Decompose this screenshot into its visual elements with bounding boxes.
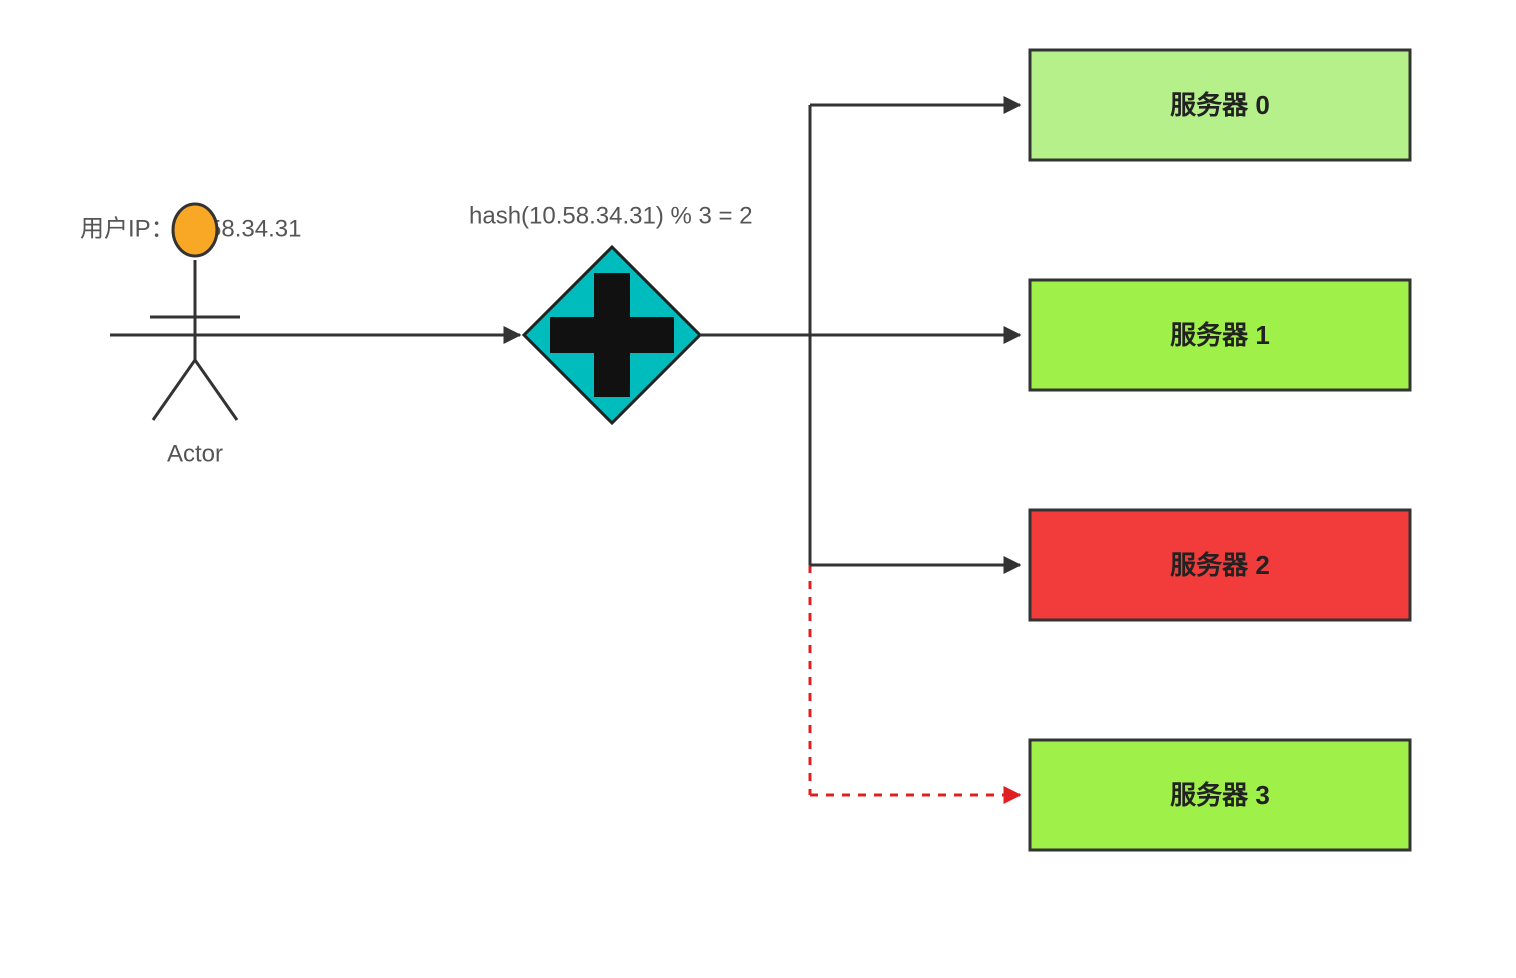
hash-expression-label: hash(10.58.34.31) % 3 = 2 — [469, 202, 753, 229]
actor-leg-right-icon — [195, 360, 237, 420]
gateway-plus-horz-icon — [550, 317, 674, 353]
server-node-0: 服务器 0 — [1030, 50, 1410, 160]
actor-label: Actor — [167, 440, 223, 467]
server-label-0: 服务器 0 — [1170, 90, 1270, 120]
server-node-3: 服务器 3 — [1030, 740, 1410, 850]
server-node-2: 服务器 2 — [1030, 510, 1410, 620]
server-label-1: 服务器 1 — [1170, 320, 1270, 350]
actor-leg-left-icon — [153, 360, 195, 420]
server-node-1: 服务器 1 — [1030, 280, 1410, 390]
server-label-3: 服务器 3 — [1170, 780, 1270, 810]
hash-gateway: hash(10.58.34.31) % 3 = 2 — [469, 202, 753, 423]
hash-routing-diagram: 用户IP：10.58.34.31Actorhash(10.58.34.31) %… — [0, 0, 1516, 978]
actor-head-icon — [173, 204, 217, 256]
server-label-2: 服务器 2 — [1170, 550, 1270, 580]
